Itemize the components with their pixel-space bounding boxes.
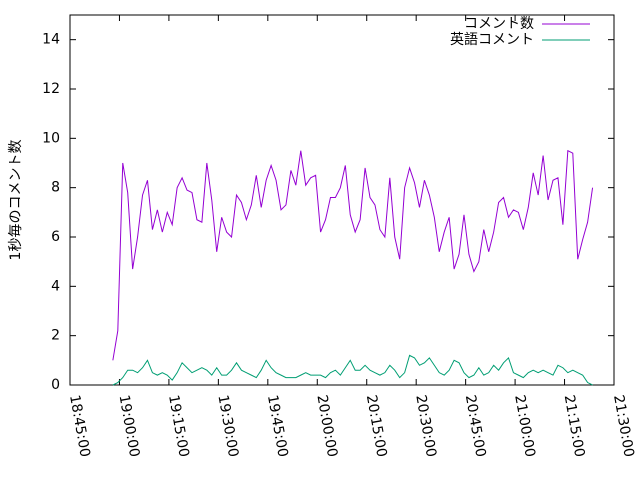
y-tick-label: 2 bbox=[51, 328, 60, 344]
x-tick-label: 19:15:00 bbox=[165, 394, 192, 459]
y-tick-label: 4 bbox=[51, 278, 60, 294]
x-tick-label: 21:15:00 bbox=[561, 394, 588, 459]
x-tick-label: 20:00:00 bbox=[313, 394, 340, 459]
x-tick-label: 20:15:00 bbox=[363, 394, 390, 459]
data-line bbox=[112, 149, 594, 361]
legend-label: 英語コメント bbox=[450, 31, 534, 48]
y-tick-label: 10 bbox=[42, 130, 60, 146]
x-tick-label: 19:45:00 bbox=[264, 394, 291, 459]
x-tick-label: 21:00:00 bbox=[511, 394, 538, 459]
x-tick-label: 21:30:00 bbox=[610, 394, 637, 459]
x-tick-label: 20:30:00 bbox=[412, 394, 439, 459]
y-tick-label: 12 bbox=[42, 81, 60, 97]
y-tick-label: 6 bbox=[51, 229, 60, 245]
x-tick-label: 19:00:00 bbox=[116, 394, 143, 459]
y-tick-label: 8 bbox=[51, 180, 60, 196]
y-tick-label: 14 bbox=[42, 32, 60, 48]
plot-frame bbox=[69, 14, 615, 386]
y-tick-label: 0 bbox=[51, 377, 60, 393]
x-tick-label: 19:30:00 bbox=[214, 394, 241, 459]
legend-label: コメント数 bbox=[464, 16, 534, 32]
data-line bbox=[112, 354, 593, 386]
x-tick-label: 18:45:00 bbox=[66, 394, 93, 459]
y-axis-label: 1秒毎のコメント数 bbox=[8, 140, 24, 261]
x-tick-label: 20:45:00 bbox=[462, 394, 489, 459]
